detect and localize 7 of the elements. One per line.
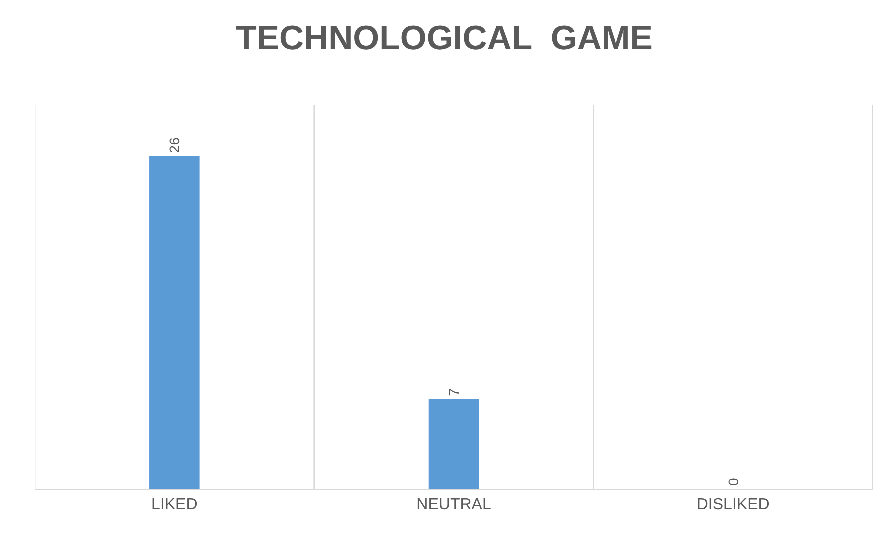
data-label: 26 — [166, 137, 183, 154]
x-tick-label: LIKED — [152, 496, 198, 514]
x-tick-label: DISLIKED — [696, 496, 770, 514]
chart-title: TECHNOLOGICAL GAME — [236, 20, 653, 58]
data-label: 7 — [446, 388, 462, 396]
x-tick-label: NEUTRAL — [416, 496, 492, 514]
data-label: 0 — [725, 478, 742, 486]
